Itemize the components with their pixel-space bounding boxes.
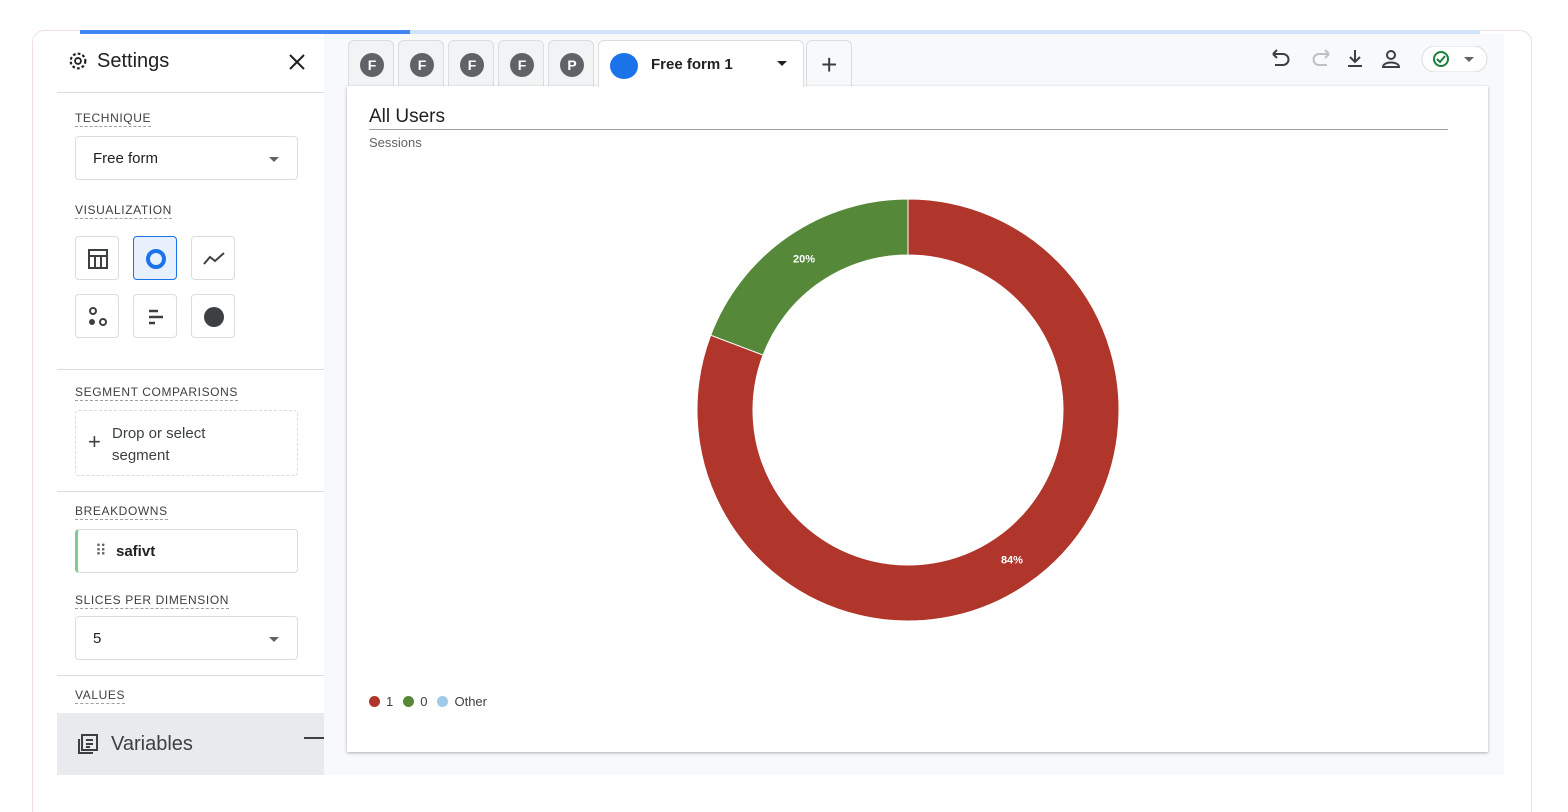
technique-label: TECHNIQUE: [75, 111, 152, 127]
legend-swatch: [437, 696, 449, 707]
segment-drop[interactable]: + Drop or select segment: [75, 410, 298, 476]
slice: [710, 198, 909, 356]
donut-viz[interactable]: [133, 236, 177, 280]
tab-initial: F: [360, 53, 384, 77]
close-button[interactable]: [287, 52, 307, 72]
divider: [57, 491, 324, 492]
line-viz[interactable]: [191, 236, 235, 280]
slices-label: SLICES PER DIMENSION: [75, 593, 230, 609]
tab-icon: [610, 53, 638, 79]
variables-title: Variables: [111, 733, 193, 755]
segment-label: SEGMENT COMPARISONS: [75, 385, 238, 401]
legend-swatch: [369, 696, 380, 707]
tab[interactable]: F: [498, 40, 544, 86]
divider: [57, 369, 324, 370]
caret: [269, 637, 279, 642]
canvas: [347, 86, 1488, 752]
add-tab[interactable]: +: [806, 40, 852, 86]
scatter-viz[interactable]: [75, 294, 119, 338]
breakdowns-label: BREAKDOWNS: [75, 504, 168, 520]
toolbar: [1272, 46, 1488, 72]
settings-title: Settings: [97, 50, 170, 72]
icon: [146, 249, 166, 269]
active-tab[interactable]: Free form 1: [598, 40, 804, 87]
table-viz[interactable]: [75, 236, 119, 280]
icon: [88, 249, 108, 269]
legend-item: 0: [403, 694, 427, 709]
tab[interactable]: F: [398, 40, 444, 86]
legend-item: Other: [437, 694, 487, 709]
icon: [204, 307, 224, 327]
caret: [269, 157, 279, 162]
values-label: VALUES: [75, 688, 126, 704]
tab-title: Free form 1: [651, 56, 733, 73]
segment-placeholder: Drop or select segment: [112, 425, 206, 464]
tab-initial: F: [410, 53, 434, 77]
bar-viz[interactable]: [133, 294, 177, 338]
icon: [203, 252, 225, 265]
tab[interactable]: F: [348, 40, 394, 86]
legend-swatch: [403, 696, 415, 707]
settings-icon: [69, 52, 87, 70]
plus: +: [821, 49, 838, 80]
progress: [80, 30, 410, 34]
slice-label: 84%: [1001, 555, 1023, 567]
tab-initial: F: [460, 53, 484, 77]
plus: +: [88, 429, 101, 454]
technique-dropdown[interactable]: Free form: [75, 136, 298, 180]
legend-label: 1: [386, 694, 394, 709]
drag-handle: ⠿: [95, 543, 107, 560]
legend-label: Other: [454, 694, 487, 709]
variables-bar[interactable]: Variables: [57, 713, 352, 775]
legend-item: 1: [369, 694, 393, 709]
technique-value: Free form: [93, 150, 159, 167]
icon: [78, 734, 98, 754]
slices-dropdown[interactable]: 5: [75, 616, 298, 660]
breakdown-name: safivt: [116, 543, 156, 560]
caret: [777, 61, 787, 66]
tab-initial: F: [510, 53, 534, 77]
icon: [89, 307, 107, 326]
slice: [696, 198, 1120, 622]
slices-value: 5: [93, 630, 102, 647]
tab[interactable]: P: [548, 40, 594, 86]
donut-chart: 84% 20%: [696, 198, 1120, 622]
chart-subtitle: Sessions: [369, 135, 422, 150]
tab-initial: P: [560, 53, 584, 77]
legend: 1 0 Other: [369, 694, 487, 709]
icon: [149, 309, 163, 325]
slice-label: 20%: [793, 253, 815, 265]
breakdown-chip[interactable]: ⠿ safivt: [75, 529, 298, 573]
divider: [57, 92, 324, 93]
legend-label: 0: [420, 694, 428, 709]
geo-viz[interactable]: [191, 294, 235, 338]
chart-title: All Users: [369, 106, 1448, 130]
tab[interactable]: F: [448, 40, 494, 86]
visualization-label: VISUALIZATION: [75, 203, 172, 219]
minimize[interactable]: [304, 737, 324, 739]
progress-track: [410, 30, 1480, 34]
divider: [57, 675, 324, 676]
